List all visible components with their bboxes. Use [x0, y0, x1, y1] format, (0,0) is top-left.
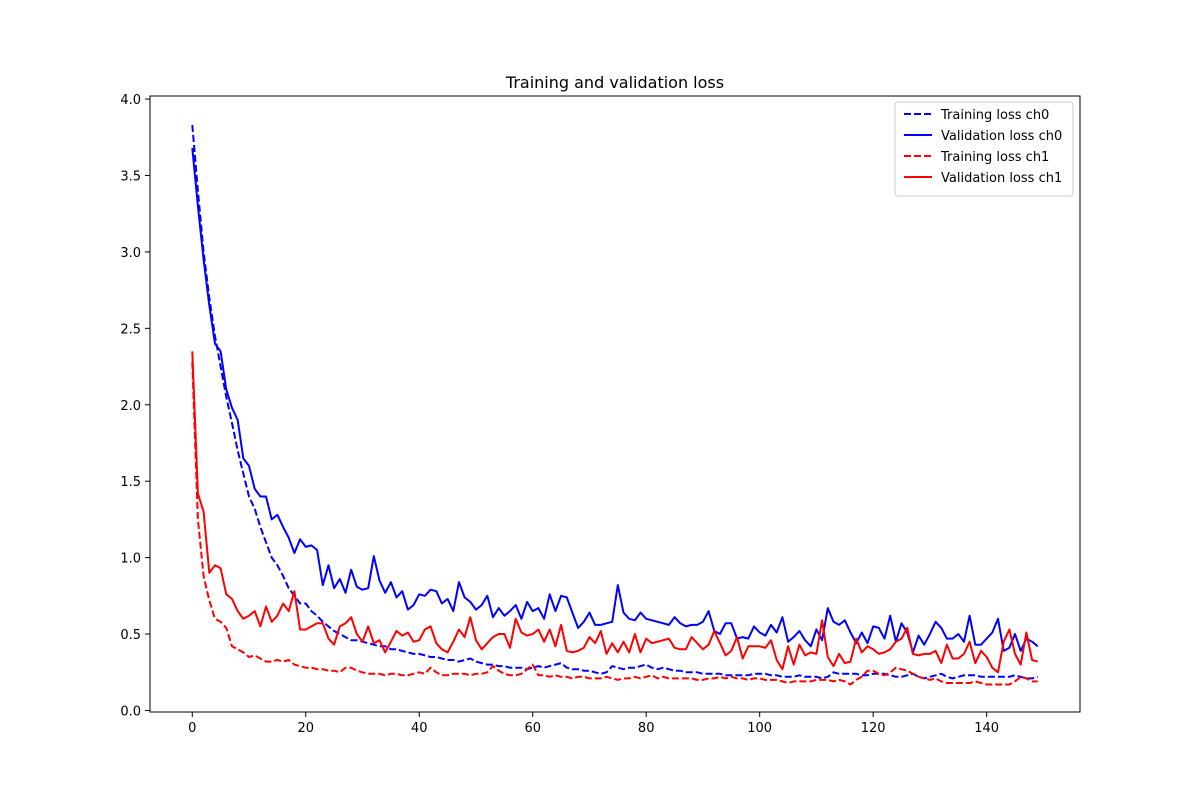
x-tick-label: 0 [188, 721, 196, 736]
plot-frame [149, 95, 1081, 713]
y-tick-label: 1.0 [120, 552, 141, 567]
legend: Training loss ch0 Validation loss ch0 Trai… [894, 101, 1074, 197]
legend-label-3: Validation loss ch1 [941, 171, 1062, 186]
legend-label-2: Training loss ch1 [940, 150, 1049, 165]
x-tick-label: 100 [747, 721, 772, 736]
y-tick-label: 3.0 [120, 246, 141, 261]
series-layer [191, 124, 1039, 686]
y-tick-label: 2.0 [120, 399, 141, 414]
y-tick-label: 3.5 [120, 169, 141, 184]
y-tick-label: 0.5 [120, 628, 141, 643]
series-line-1 [191, 147, 1039, 654]
x-axis: 0 20 40 60 80 100 120 140 [188, 712, 999, 736]
legend-box [894, 101, 1074, 197]
series-line-2 [191, 361, 1038, 686]
y-axis: 0.0 0.5 1.0 1.5 2.0 2.5 3.0 3.5 4.0 [120, 93, 150, 719]
x-tick-label: 140 [974, 721, 999, 736]
y-tick-label: 4.0 [120, 93, 141, 108]
y-tick-label: 0.0 [120, 704, 141, 719]
series-line-0 [191, 124, 1038, 680]
x-tick-label: 60 [524, 721, 541, 736]
legend-label-0: Training loss ch0 [940, 108, 1049, 123]
x-tick-label: 80 [638, 721, 655, 736]
y-tick-label: 1.5 [120, 475, 141, 490]
x-tick-label: 20 [297, 721, 314, 736]
x-tick-label: 120 [861, 721, 886, 736]
legend-label-1: Validation loss ch0 [941, 129, 1062, 144]
chart-title: Training and validation loss [505, 73, 724, 92]
y-tick-label: 2.5 [120, 322, 141, 337]
x-tick-label: 40 [411, 721, 428, 736]
series-line-3 [191, 351, 1038, 674]
